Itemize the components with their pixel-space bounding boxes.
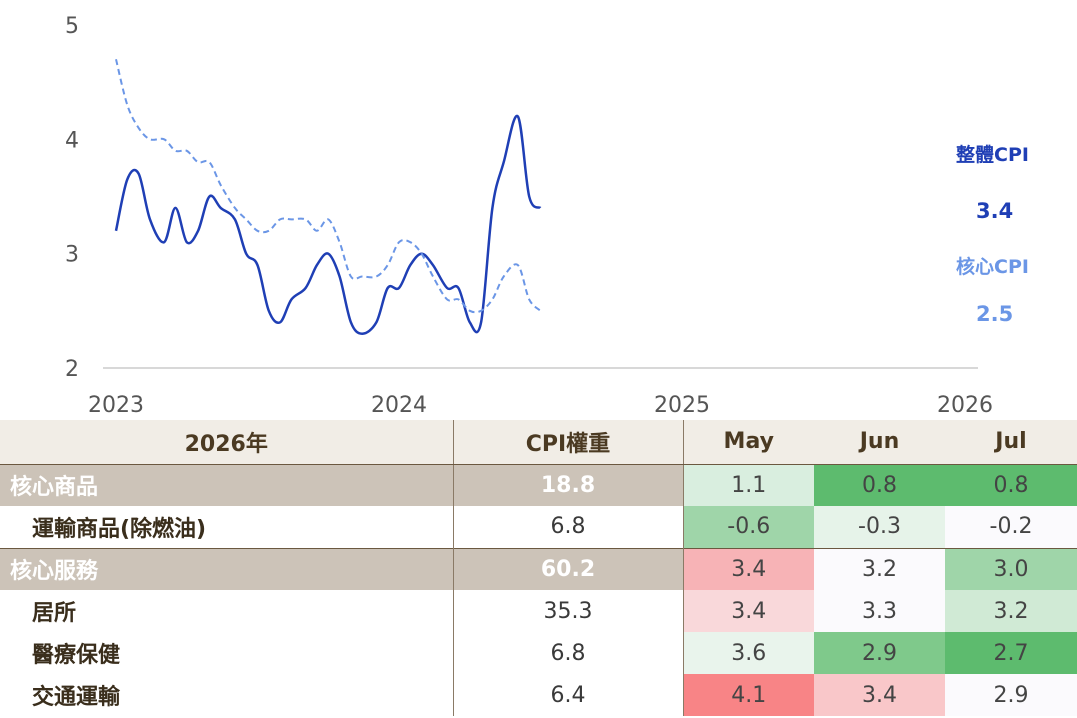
row-value-cell: 3.6: [682, 632, 814, 674]
row-weight-cell: 6.8: [452, 506, 683, 548]
y-tick-label: 5: [65, 14, 79, 39]
series-name-label: 核心CPI: [956, 255, 1029, 278]
header-category: 2026年: [0, 420, 453, 465]
row-value-cell: 3.0: [945, 547, 1077, 590]
headline-cpi-line: [114, 114, 542, 335]
x-tick-label: 2024: [371, 393, 427, 418]
row-value-cell: 2.9: [945, 674, 1077, 716]
row-value-cell: -0.6: [682, 506, 814, 548]
row-value-cell: 0.8: [814, 463, 945, 506]
table-row: 核心服務 60.2 3.4 3.2 3.0: [0, 547, 1077, 590]
row-value-cell: 3.4: [814, 674, 945, 716]
row-value-cell: 2.9: [814, 632, 945, 674]
series-end-labels: 整體CPI 3.4 核心CPI 2.5: [956, 143, 1029, 326]
table-header-row: 2026年 CPI權重 May Jun Jul: [0, 420, 1077, 465]
cpi-line-chart: 2 3 4 5 2023 2024 2025 2026 整體CPI 3.4 核心CPI 2.5: [65, 14, 1029, 418]
row-value-cell: 3.4: [682, 547, 814, 590]
table-row: 交通運輸 6.4 4.1 3.4 2.9: [0, 674, 1077, 716]
header-jun: Jun: [814, 420, 945, 465]
row-category-name: 交通運輸: [32, 685, 121, 710]
row-value-cell: -0.3: [814, 506, 945, 548]
row-category-name: 核心商品: [0, 463, 453, 506]
header-may: May: [682, 420, 814, 465]
row-weight-cell: 18.8: [452, 463, 683, 506]
row-value-cell: 2.7: [945, 632, 1077, 674]
table-row: 醫療保健 6.8 3.6 2.9 2.7: [0, 632, 1077, 674]
series-end-value: 3.4: [976, 199, 1013, 223]
table-row: 居所 35.3 3.4 3.3 3.2: [0, 590, 1077, 632]
cpi-weight-table: 2026年 CPI權重 May Jun Jul 核心商品 18.8 1.1 0.8 0.…: [0, 420, 1077, 716]
header-jul: Jul: [945, 420, 1077, 465]
y-tick-label: 3: [65, 243, 79, 268]
row-category-name: 醫療保健: [32, 643, 121, 668]
y-tick-label: 2: [65, 357, 79, 382]
row-value-cell: 3.3: [814, 590, 945, 632]
row-value-cell: 3.2: [945, 590, 1077, 632]
header-weight: CPI權重: [452, 420, 683, 465]
row-value-cell: 4.1: [682, 674, 814, 716]
row-weight-cell: 6.8: [452, 632, 683, 674]
series-layer: [114, 59, 542, 335]
core-cpi-line: [115, 59, 542, 314]
x-tick-label: 2025: [654, 393, 710, 418]
series-end-value: 2.5: [976, 302, 1013, 326]
x-tick-label: 2026: [937, 393, 993, 418]
row-value-cell: 3.4: [682, 590, 814, 632]
row-category-name: 核心服務: [0, 547, 453, 590]
row-value-cell: 0.8: [945, 463, 1077, 506]
row-value-cell: 1.1: [682, 463, 814, 506]
row-value-cell: 3.2: [814, 547, 945, 590]
row-weight-cell: 60.2: [452, 547, 683, 590]
row-category-name: 居所: [32, 601, 77, 626]
table-row: 核心商品 18.8 1.1 0.8 0.8: [0, 463, 1077, 506]
row-value-cell: -0.2: [945, 506, 1077, 548]
x-tick-label: 2023: [88, 393, 144, 418]
row-weight-cell: 6.4: [452, 674, 683, 716]
row-weight-cell: 35.3: [452, 590, 683, 632]
series-name-label: 整體CPI: [956, 143, 1029, 166]
table-row: 運輸商品(除燃油) 6.8 -0.6 -0.3 -0.2: [0, 506, 1077, 548]
row-category-name: 運輸商品(除燃油): [32, 516, 207, 542]
y-tick-label: 4: [65, 128, 79, 153]
y-axis-labels: 2 3 4 5: [65, 14, 79, 382]
x-axis-labels: 2023 2024 2025 2026: [88, 393, 993, 418]
